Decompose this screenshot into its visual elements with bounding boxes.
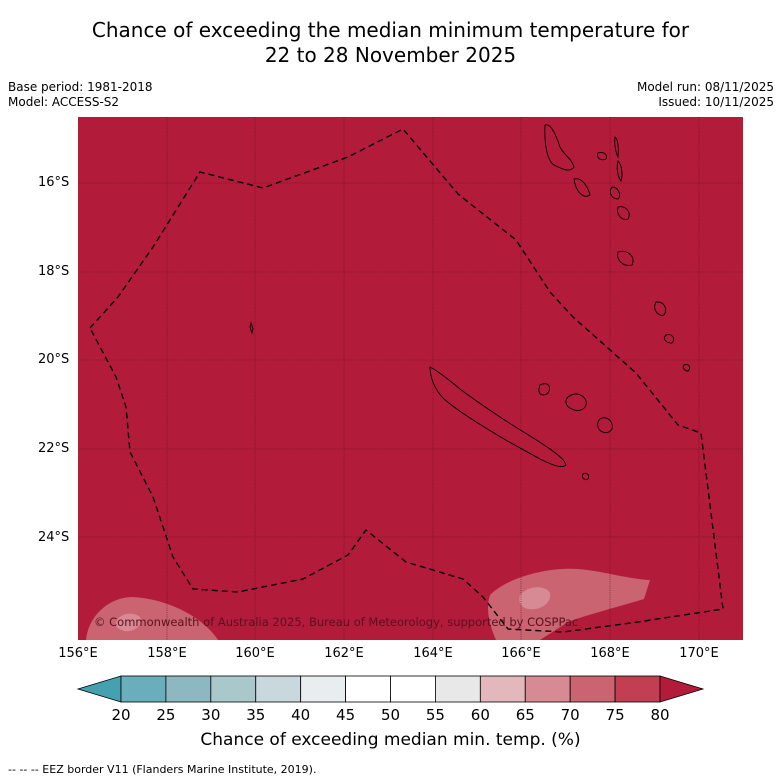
matthew-island xyxy=(682,364,691,372)
base-period: Base period: 1981-2018 xyxy=(8,80,153,94)
vanuatu-aneityum xyxy=(663,334,675,344)
colorbar-cell-60 xyxy=(479,675,526,703)
colorbar-cell-55 xyxy=(435,675,481,703)
map-panel: © Commonwealth of Australia 2025, Bureau… xyxy=(78,117,743,640)
colorbar-tick-50: 50 xyxy=(380,706,401,724)
colorbar-tick-60: 60 xyxy=(470,706,490,724)
lon-label-164e: 164°E xyxy=(413,646,453,661)
colorbar-extend-high xyxy=(659,675,705,703)
colorbar-cell-40 xyxy=(300,675,346,703)
light-patch-south xyxy=(488,568,650,640)
model-name: Model: ACCESS-S2 xyxy=(8,95,120,109)
loyalty-island-1 xyxy=(538,383,551,396)
map-background xyxy=(78,117,743,640)
model-run: Model run: 08/11/2025 xyxy=(636,80,774,94)
title-line-1: Chance of exceeding the median minimum t… xyxy=(91,18,690,42)
colorbar-tick-25: 25 xyxy=(156,706,176,724)
vanuatu-erromango xyxy=(617,250,634,266)
eez-footnote: -- -- -- EEZ border V11 (Flanders Marine… xyxy=(8,763,317,776)
loyalty-island-3 xyxy=(597,417,613,434)
colorbar-tick-70: 70 xyxy=(560,706,580,724)
colorbar-tick-35: 35 xyxy=(246,706,266,724)
lon-label-168e: 168°E xyxy=(590,646,630,661)
colorbar-cell-70 xyxy=(569,675,616,703)
colorbar-cell-25 xyxy=(165,675,212,703)
vanuatu-epi xyxy=(609,186,621,200)
copyright-text: © Commonwealth of Australia 2025, Bureau… xyxy=(94,615,578,629)
lat-label-22s: 22°S xyxy=(38,441,70,456)
colorbar-tick-65: 65 xyxy=(515,706,535,724)
colorbar-cell-35 xyxy=(255,675,302,703)
vanuatu-pentecost xyxy=(616,160,623,182)
title-line-2: 22 to 28 November 2025 xyxy=(264,43,517,67)
lat-label-16s: 16°S xyxy=(38,175,70,190)
vanuatu-efate xyxy=(617,206,630,220)
eez-border xyxy=(89,128,724,633)
colorbar-cells xyxy=(76,675,705,703)
colorbar-tick-80: 80 xyxy=(650,706,670,724)
colorbar-tick-75: 75 xyxy=(605,706,625,724)
vanuatu-maewo xyxy=(614,136,619,159)
meta-left: Base period: 1981-2018 Model: ACCESS-S2 xyxy=(8,80,153,110)
colorbar-cell-45 xyxy=(345,675,391,703)
isle-of-pines xyxy=(582,472,590,481)
colorbar-cell-20 xyxy=(120,675,167,703)
map-title: Chance of exceeding the median minimum t… xyxy=(0,18,781,68)
issued-date: Issued: 10/11/2025 xyxy=(658,95,774,109)
colorbar-cell-50 xyxy=(390,675,436,703)
new-caledonia xyxy=(429,366,567,468)
colorbar-tick-20: 20 xyxy=(111,706,131,724)
vanuatu-ambrym xyxy=(597,152,607,161)
lon-label-162e: 162°E xyxy=(324,646,364,661)
colorbar-tick-55: 55 xyxy=(425,706,445,724)
colorbar-cell-75 xyxy=(614,675,661,703)
lon-label-158e: 158°E xyxy=(147,646,187,661)
lon-label-170e: 170°E xyxy=(679,646,719,661)
vanuatu-tanna xyxy=(654,301,667,316)
colorbar-cell-65 xyxy=(524,675,571,703)
loyalty-island-2 xyxy=(565,393,587,412)
lon-label-166e: 166°E xyxy=(501,646,541,661)
colorbar-cell-30 xyxy=(210,675,257,703)
lighter-patch-south xyxy=(519,587,551,610)
light-patch-southwest xyxy=(86,597,218,640)
lon-label-160e: 160°E xyxy=(235,646,275,661)
vanuatu-malakula xyxy=(573,178,591,197)
meta-right: Model run: 08/11/2025 Issued: 10/11/2025 xyxy=(637,80,774,110)
chesterfield-reef xyxy=(249,321,254,335)
colorbar-extend-low xyxy=(76,675,122,703)
lighter-patch-southwest xyxy=(115,613,141,632)
vanuatu-santo xyxy=(544,124,575,171)
colorbar-tick-40: 40 xyxy=(291,706,311,724)
lat-label-20s: 20°S xyxy=(38,352,70,367)
gridlines xyxy=(78,117,743,640)
lat-label-18s: 18°S xyxy=(38,264,70,279)
colorbar-tick-45: 45 xyxy=(336,706,356,724)
colorbar-label: Chance of exceeding median min. temp. (%… xyxy=(200,730,581,750)
lat-label-24s: 24°S xyxy=(38,530,70,545)
landmasses xyxy=(249,124,691,481)
colorbar-tick-30: 30 xyxy=(201,706,221,724)
lon-label-156e: 156°E xyxy=(58,646,98,661)
